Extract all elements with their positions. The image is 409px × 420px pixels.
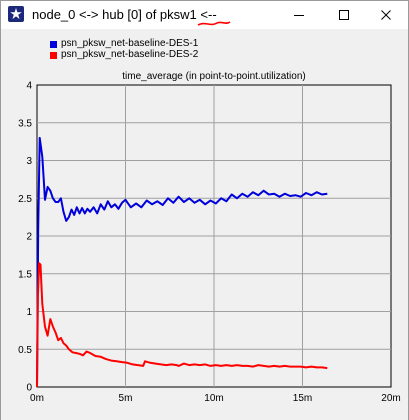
red-underline-annotation (197, 21, 231, 26)
y-tick-label: 2 (26, 232, 32, 243)
maximize-icon (338, 10, 349, 20)
chart-title: time_average (in point-to-point.utilizat… (122, 71, 306, 82)
x-tick-label: 10m (204, 393, 223, 404)
title-bar[interactable]: node_0 <-> hub [0] of pksw1 <-- (1, 1, 408, 29)
close-icon (380, 10, 391, 20)
y-tick-label: 1 (26, 307, 32, 318)
series-line-1 (36, 136, 328, 388)
y-tick-label: 3 (26, 156, 32, 167)
legend-swatch-series-1 (50, 41, 57, 48)
y-tick-label: 0.5 (18, 345, 32, 356)
y-tick-label: 3.5 (18, 118, 32, 129)
close-button[interactable] (363, 1, 408, 29)
minimize-icon (293, 15, 304, 16)
minimize-button[interactable] (276, 1, 321, 29)
maximize-button[interactable] (321, 1, 366, 29)
y-tick-label: 2.5 (18, 194, 32, 205)
x-tick-label: 0m (30, 393, 44, 404)
series-line-2 (36, 262, 328, 388)
y-tick-label: 1.5 (18, 269, 32, 280)
y-tick-label: 0 (26, 383, 32, 394)
window-title: node_0 <-> hub [0] of pksw1 <-- (32, 7, 217, 22)
legend-label-series-2: psn_pksw_net-baseline-DES-2 (61, 49, 199, 60)
legend-label-series-1: psn_pksw_net-baseline-DES-1 (61, 38, 199, 49)
y-tick-label: 4 (26, 81, 32, 92)
x-tick-label: 15m (293, 393, 312, 404)
x-tick-label: 20m (381, 393, 400, 404)
opnet-star-icon (8, 6, 24, 22)
x-tick-label: 5m (119, 393, 133, 404)
legend-swatch-series-2 (50, 52, 57, 59)
